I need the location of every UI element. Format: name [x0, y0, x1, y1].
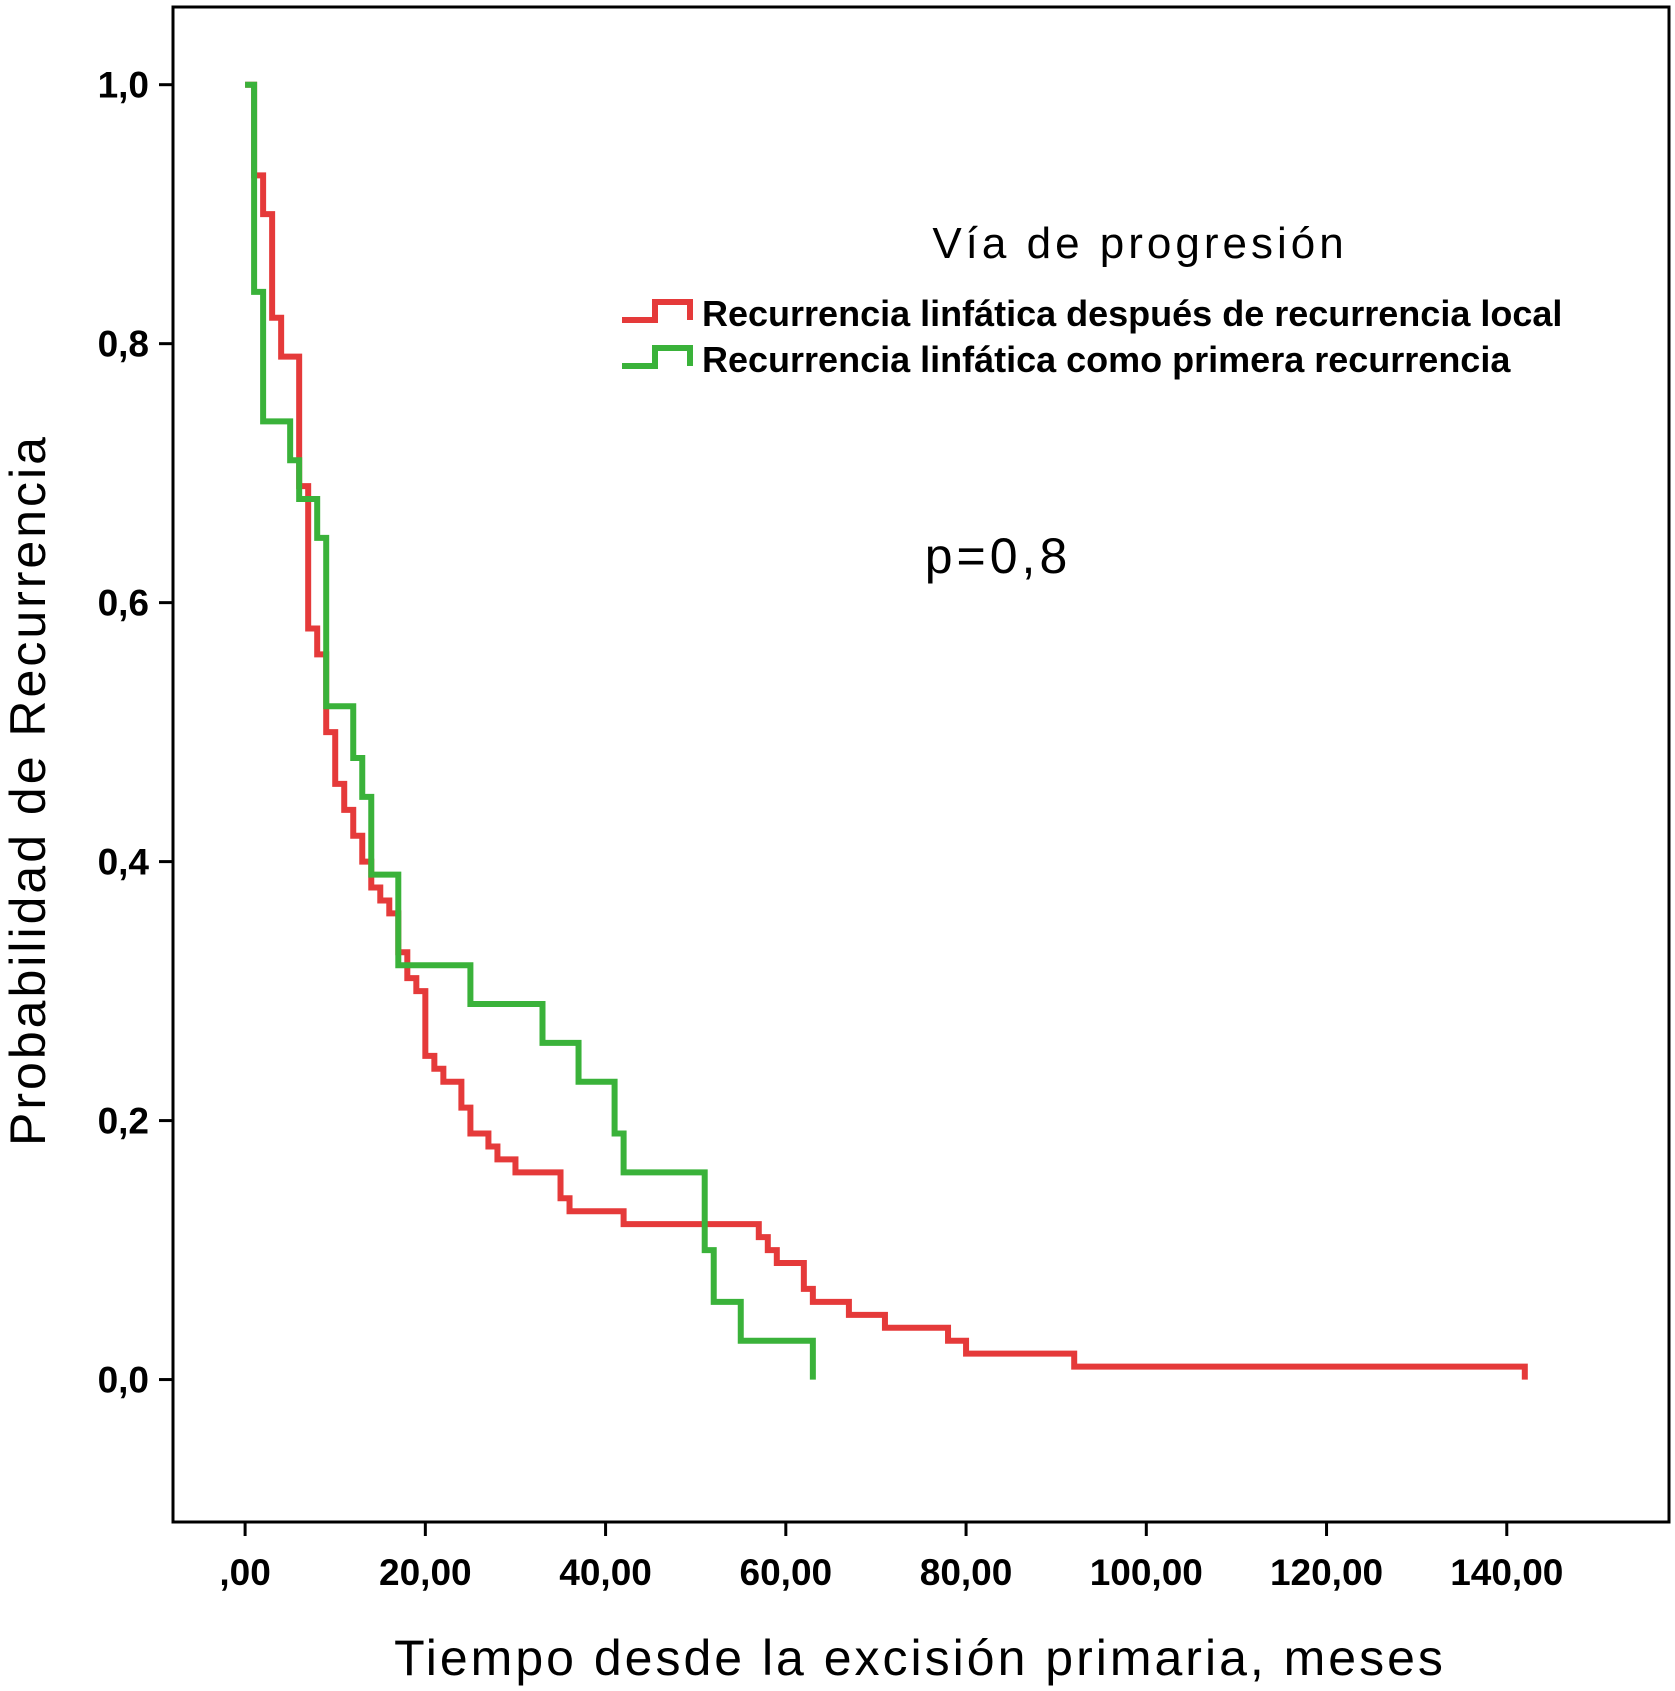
legend-label-series-1: Recurrencia linfática como primera recur…: [702, 339, 1511, 380]
x-axis-title: Tiempo desde la excisión primaria, meses: [394, 1630, 1446, 1686]
x-tick-label-2: 40,00: [559, 1552, 652, 1593]
x-tick-label-1: 20,00: [379, 1552, 472, 1593]
x-tick-label-5: 100,00: [1090, 1552, 1203, 1593]
series-line-0: [245, 81, 1528, 1380]
x-tick-label-0: ,00: [219, 1552, 270, 1593]
p-value-annotation: p=0,8: [925, 528, 1072, 584]
y-tick-label-3: 0,6: [98, 583, 149, 624]
tick-labels: ,00 20,00 40,00 60,00 80,00 100,00 120,00 140,0…: [98, 65, 1564, 1593]
legend-swatch-series-0: [622, 299, 693, 323]
legend-swatch-series-1: [622, 345, 693, 369]
y-tick-label-4: 0,8: [98, 324, 149, 365]
y-tick-label-5: 1,0: [98, 65, 149, 106]
y-tick-label-1: 0,2: [98, 1101, 149, 1142]
y-axis-title: Probabilidad de Recurrencia: [0, 434, 56, 1146]
plot-frame: [171, 5, 1671, 1524]
y-tick-label-0: 0,0: [98, 1360, 149, 1401]
legend: Vía de progresión Recurrencia linfática …: [622, 219, 1562, 380]
legend-title: Vía de progresión: [932, 219, 1347, 268]
series-line-1: [245, 81, 816, 1380]
x-tick-label-6: 120,00: [1270, 1552, 1383, 1593]
axis-ticks: [159, 83, 1509, 1536]
legend-label-series-0: Recurrencia linfática después de recurre…: [702, 293, 1562, 334]
y-tick-label-2: 0,4: [98, 842, 150, 883]
series-lines: [245, 81, 1528, 1380]
x-tick-label-4: 80,00: [920, 1552, 1013, 1593]
x-tick-label-7: 140,00: [1450, 1552, 1563, 1593]
x-tick-label-3: 60,00: [740, 1552, 833, 1593]
